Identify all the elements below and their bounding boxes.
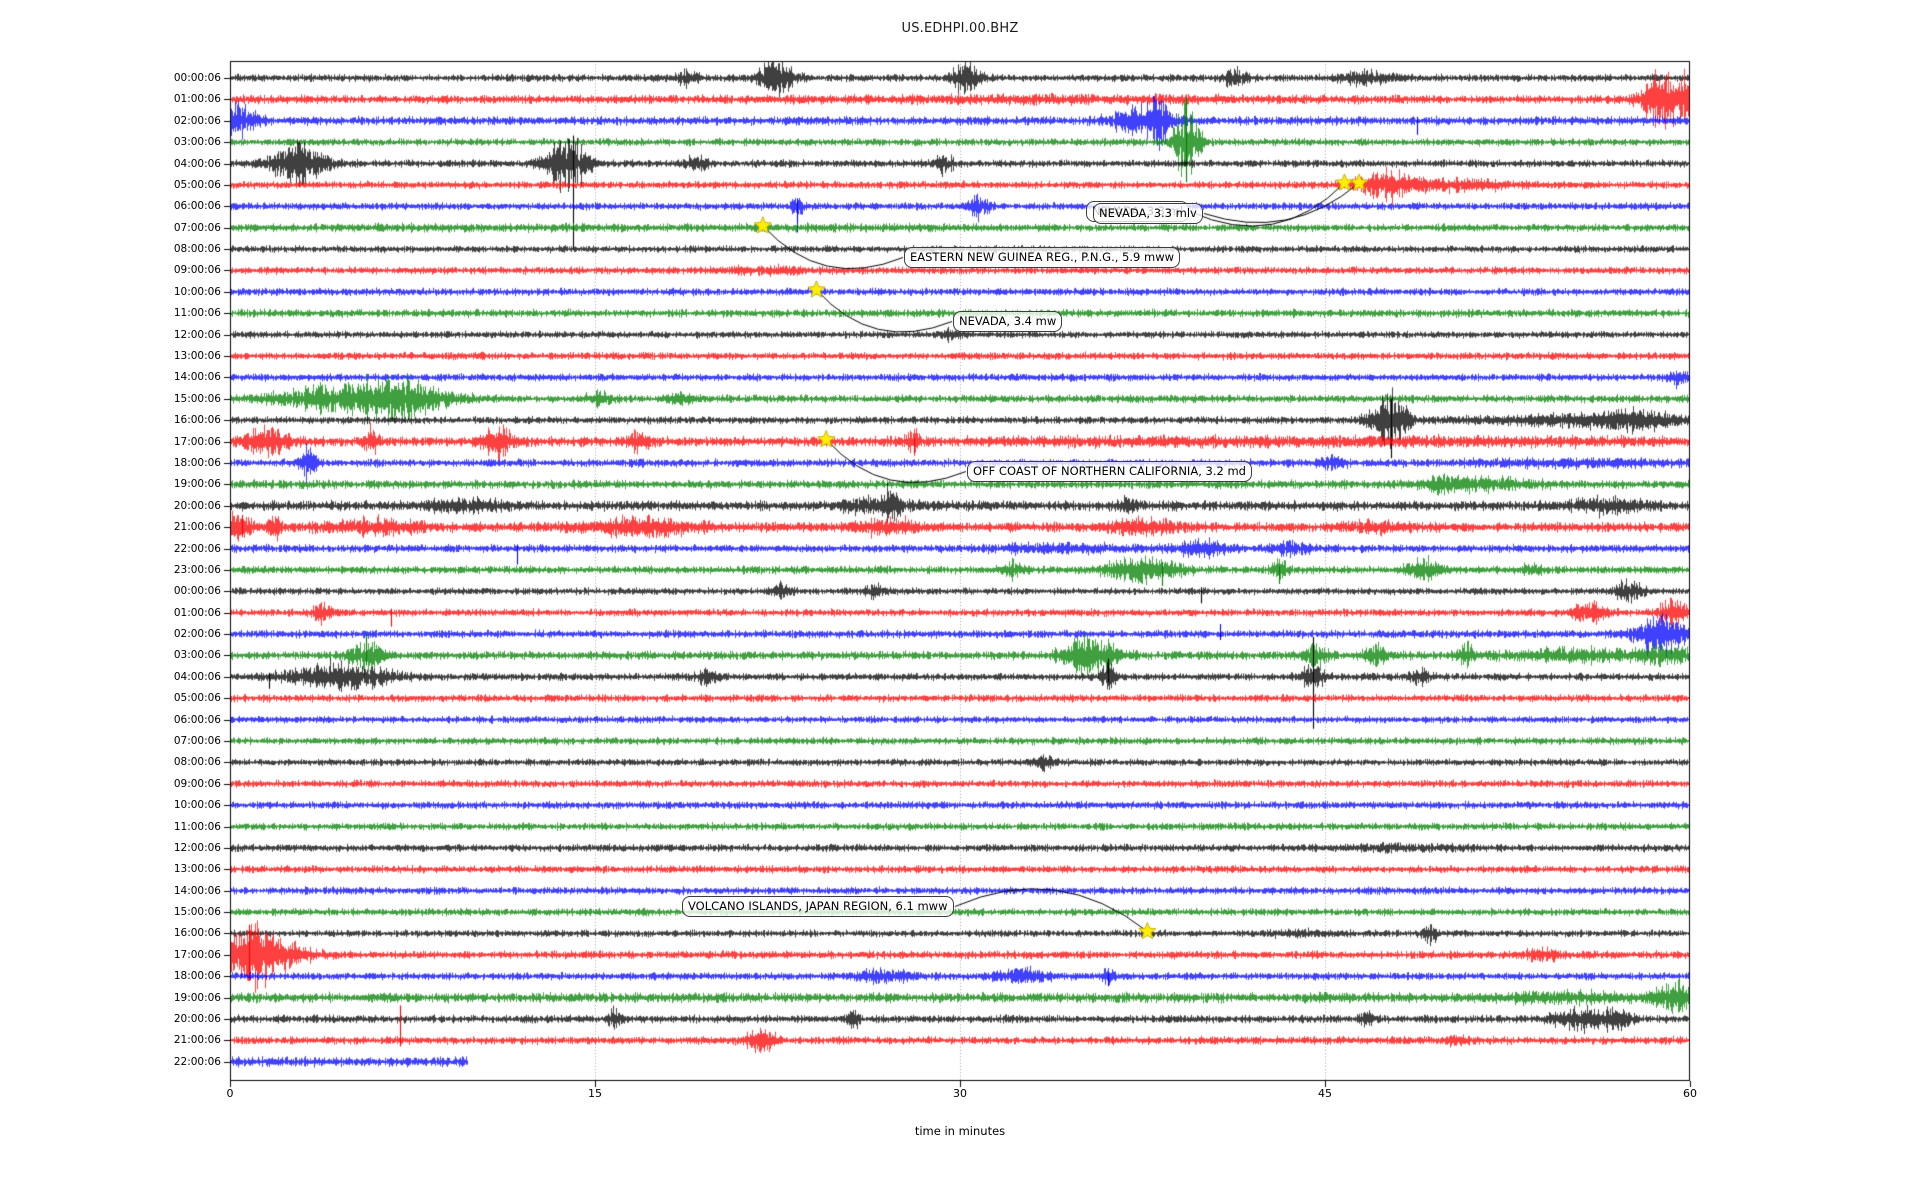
event-annotation: NEVADA, 3.3 mlv	[1093, 203, 1203, 224]
trace-row-label: 17:00:06	[173, 948, 221, 961]
trace-row-label: 15:00:06	[173, 392, 221, 405]
trace-row-label: 04:00:06	[173, 157, 221, 170]
trace-row-label: 22:00:06	[173, 542, 221, 555]
trace-row-label: 12:00:06	[173, 328, 221, 341]
trace-row-label: 15:00:06	[173, 906, 221, 919]
trace-row-label: 19:00:06	[173, 991, 221, 1004]
x-tick-label: 0	[226, 1087, 234, 1100]
trace-row-label: 02:00:06	[173, 114, 221, 127]
trace-row-label: 05:00:06	[173, 178, 221, 191]
event-annotation: OFF COAST OF NORTHERN CALIFORNIA, 3.2 md	[967, 461, 1252, 482]
trace-row-label: 20:00:06	[173, 499, 221, 512]
trace-row-label: 11:00:06	[173, 820, 221, 833]
trace-row-label: 01:00:06	[173, 93, 221, 106]
trace-row-label: 02:00:06	[173, 628, 221, 641]
event-annotation: VOLCANO ISLANDS, JAPAN REGION, 6.1 mww	[682, 896, 954, 917]
trace-row-label: 16:00:06	[173, 414, 221, 427]
trace-row-label: 10:00:06	[173, 285, 221, 298]
trace-row-label: 06:00:06	[173, 713, 221, 726]
trace-row-label: 23:00:06	[173, 563, 221, 576]
trace-row-label: 04:00:06	[173, 670, 221, 683]
trace-row-label: 01:00:06	[173, 606, 221, 619]
trace-row-label: 20:00:06	[173, 1013, 221, 1026]
trace-row-label: 07:00:06	[173, 221, 221, 234]
trace-row-label: 14:00:06	[173, 884, 221, 897]
trace-row-label: 21:00:06	[173, 521, 221, 534]
trace-row-label: 13:00:06	[173, 863, 221, 876]
trace-row-label: 09:00:06	[173, 777, 221, 790]
x-tick-label: 45	[1318, 1087, 1332, 1100]
x-axis-title: time in minutes	[914, 1124, 1006, 1138]
trace-row-label: 08:00:06	[173, 756, 221, 769]
trace-row-label: 08:00:06	[173, 243, 221, 256]
trace-row-label: 14:00:06	[173, 371, 221, 384]
event-annotation: NEVADA, 3.4 mw	[953, 311, 1063, 332]
trace-row-label: 09:00:06	[173, 264, 221, 277]
trace-row-label: 12:00:06	[173, 841, 221, 854]
event-annotation: EASTERN NEW GUINEA REG., P.N.G., 5.9 mww	[904, 247, 1181, 268]
trace-row-label: 19:00:06	[173, 478, 221, 491]
trace-row-label: 10:00:06	[173, 799, 221, 812]
trace-row-label: 03:00:06	[173, 136, 221, 149]
trace-row-label: 22:00:06	[173, 1055, 221, 1068]
x-tick-label: 60	[1683, 1087, 1697, 1100]
trace-row-label: 00:00:06	[173, 585, 221, 598]
trace-row-label: 18:00:06	[173, 456, 221, 469]
x-tick-label: 15	[588, 1087, 602, 1100]
trace-row-label: 16:00:06	[173, 927, 221, 940]
trace-row-label: 13:00:06	[173, 350, 221, 363]
trace-row-label: 17:00:06	[173, 435, 221, 448]
x-tick-label: 30	[953, 1087, 967, 1100]
chart-title: US.EDHPI.00.BHZ	[901, 21, 1019, 36]
trace-row-label: 00:00:06	[173, 72, 221, 84]
trace-row-label: 05:00:06	[173, 692, 221, 705]
trace-row-label: 11:00:06	[173, 307, 221, 320]
trace-row-label: 03:00:06	[173, 649, 221, 662]
trace-row-label: 06:00:06	[173, 200, 221, 213]
trace-row-label: 18:00:06	[173, 970, 221, 983]
trace-row-label: 07:00:06	[173, 734, 221, 747]
trace-row-label: 21:00:06	[173, 1034, 221, 1047]
